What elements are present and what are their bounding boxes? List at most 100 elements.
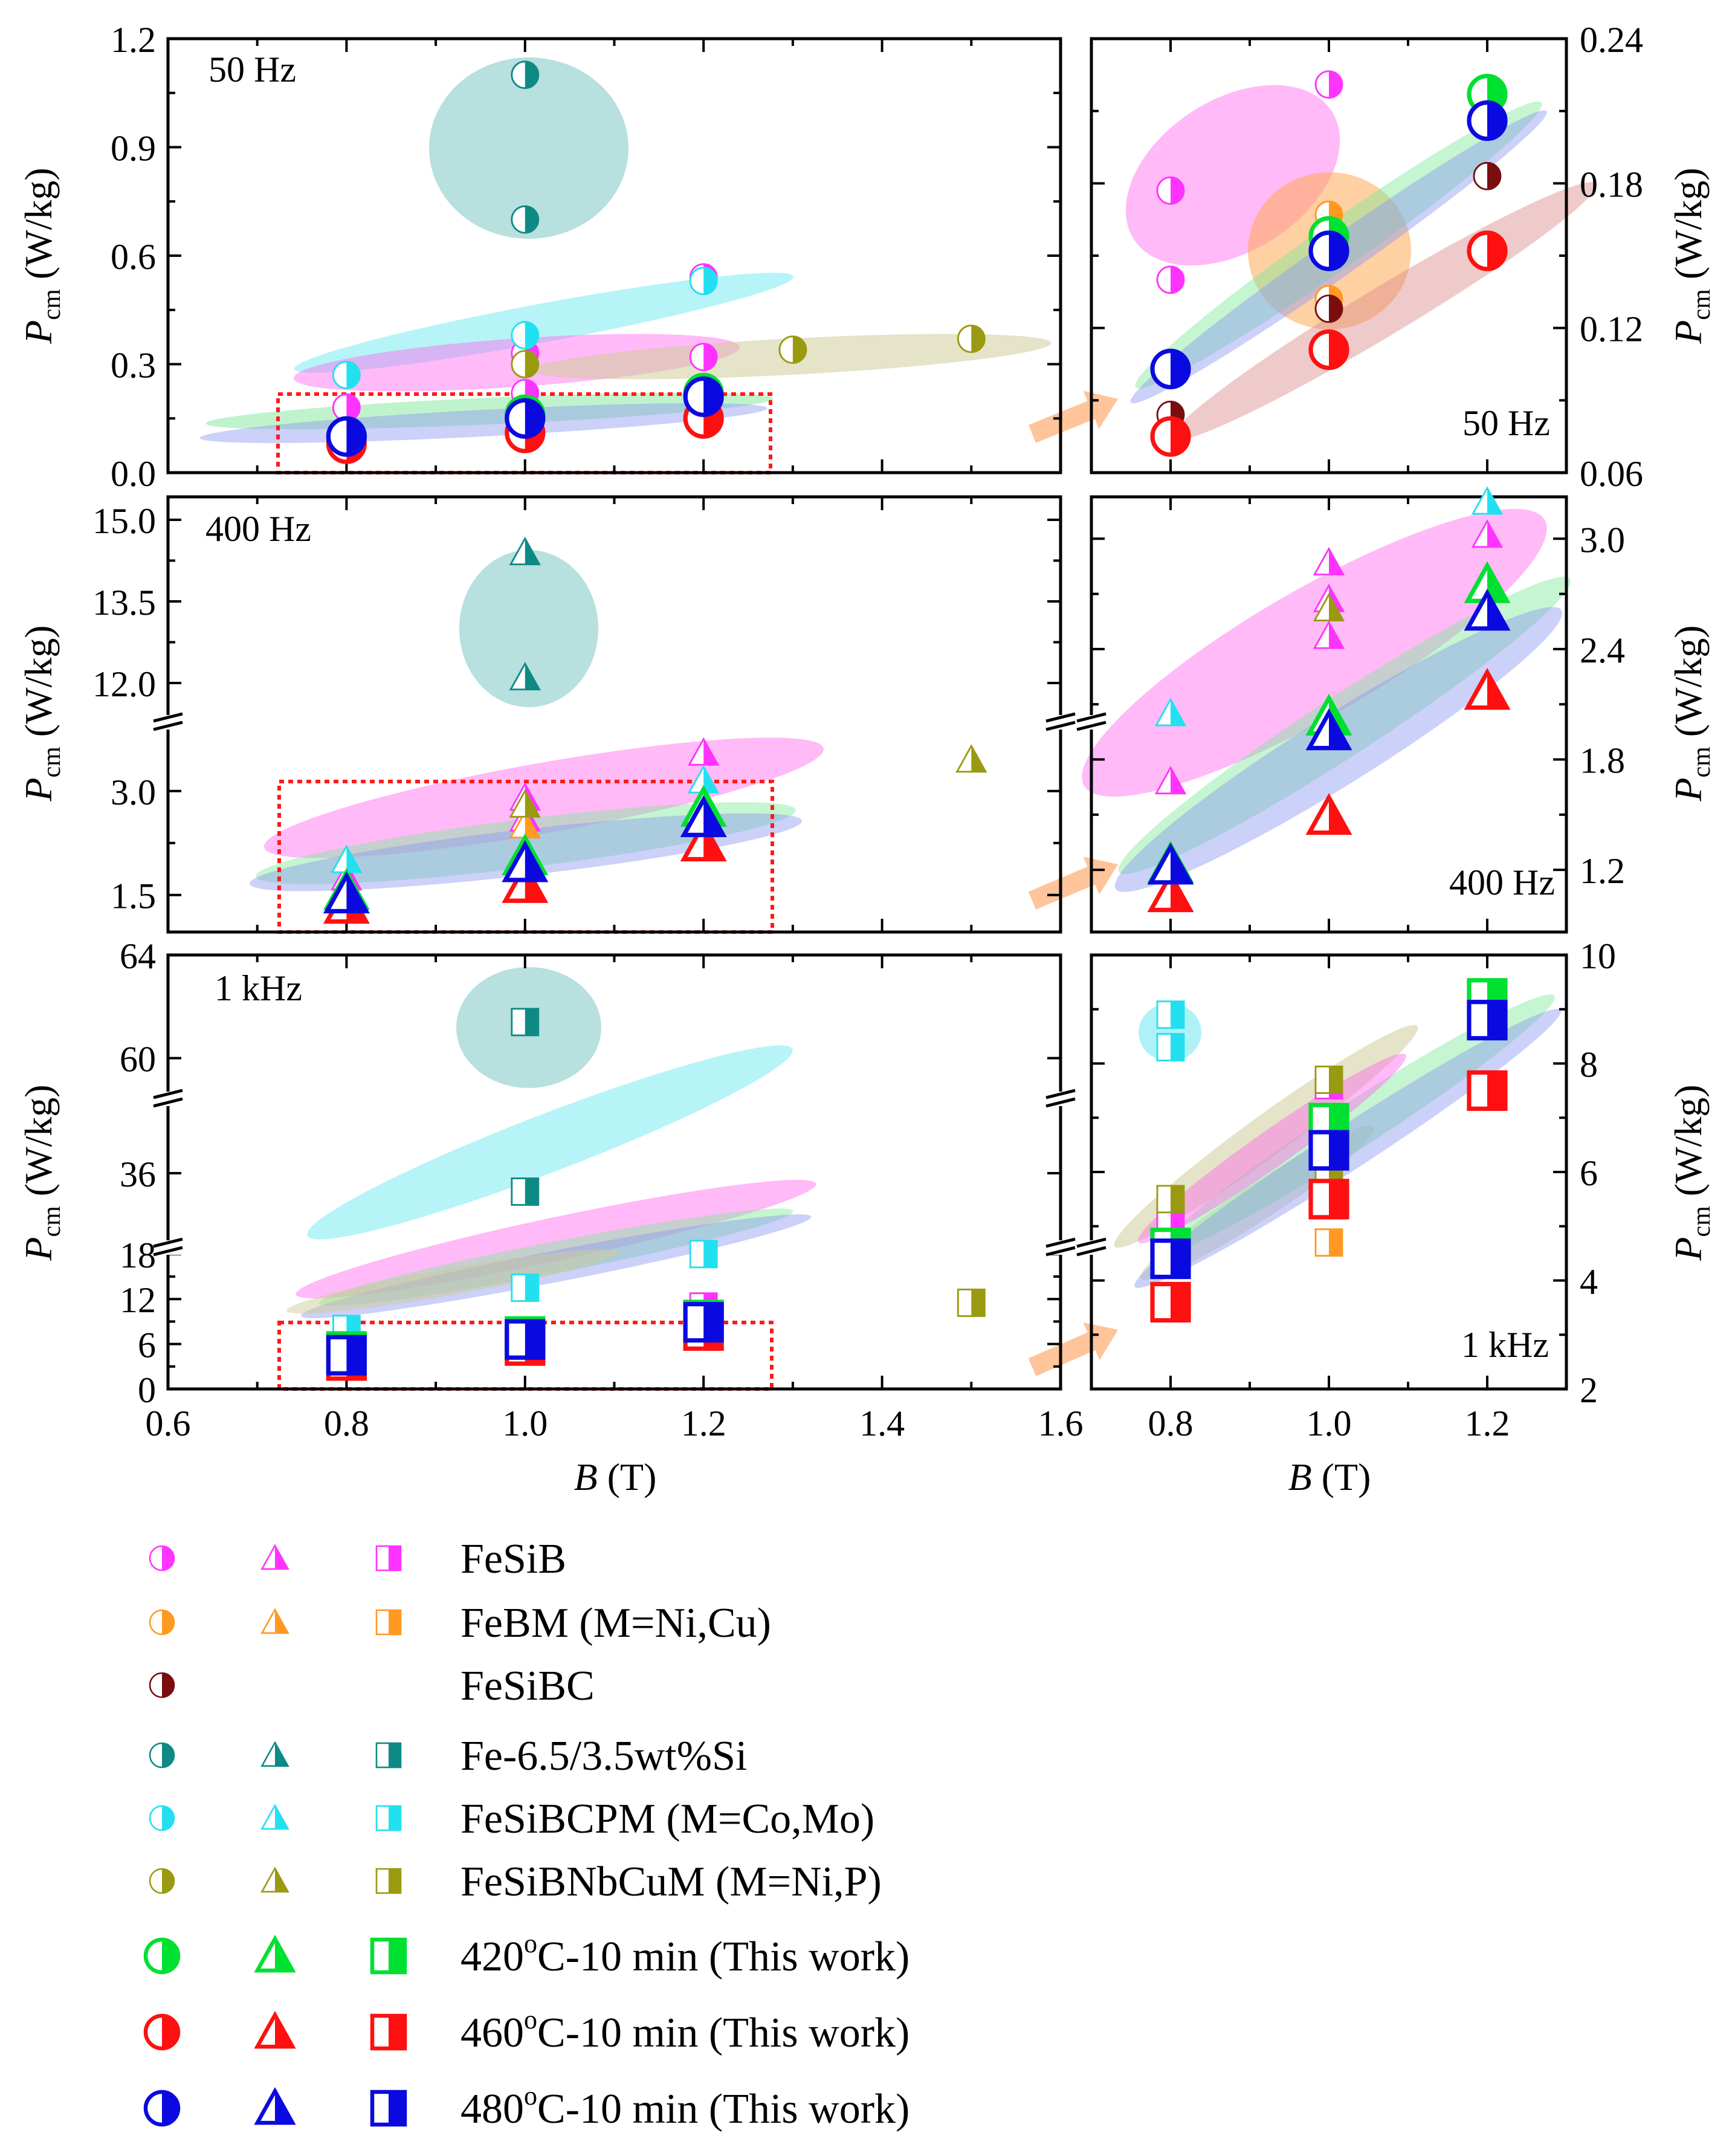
marker-outline [1156,265,1185,294]
x-axis-label-unit: (T) [1312,1455,1371,1498]
y-tick-label: 0.0 [111,454,156,494]
marker-outline [680,819,727,862]
marker-outline [509,661,541,691]
data-point [1473,161,1502,190]
y-axis-label-sub: cm [1688,289,1716,320]
marker-outline [1308,1179,1349,1220]
marker-outline [1308,230,1349,271]
data-point [1471,486,1504,515]
data-point [955,744,987,773]
legend-label: 480oC-10 min (This work) [460,2081,910,2132]
data-point [511,1177,540,1206]
marker-fill [346,394,360,421]
x-tick-label: 1.4 [859,1403,905,1443]
data-point [778,335,807,364]
axis-break-mark [153,1089,183,1099]
marker-fill [1487,163,1501,190]
axis-break-mark [1045,712,1076,723]
data-point [1150,1281,1191,1322]
data-point [511,350,540,378]
y-axis-label-unit: (W/kg) [17,167,60,289]
x-tick-label: 1.2 [681,1403,726,1443]
ellipse-fesibcpm-50hz [294,273,794,373]
data-point [957,325,986,354]
marker-outline [689,1240,718,1269]
marker-outline [1314,70,1343,99]
marker-outline [502,840,549,882]
marker-outline [254,2086,296,2125]
axis-break-mark [1045,1246,1076,1257]
legend-label: FeBM (M=Ni,Cu) [460,1600,771,1646]
marker-fill [703,267,717,294]
data-point [1150,416,1191,457]
y-axis-label-symbol: P [1667,1237,1710,1261]
legend-label: FeSiBC [460,1663,595,1709]
y-tick-label: 0.06 [1580,454,1643,494]
axis-break-mark [1045,1097,1076,1108]
marker-outline [1314,1228,1343,1257]
legend-marker [260,1741,289,1767]
legend-marker [254,2086,296,2125]
data-point [1471,519,1504,548]
y-tick-label: 6 [1580,1153,1598,1193]
y-axis-label-symbol: P [1667,778,1710,802]
marker-fill [1171,1001,1184,1028]
marker-fill [1171,1240,1189,1277]
frame-layer [152,37,1568,1391]
legend-label-part: 480 [460,2086,524,2132]
data-point [332,361,361,389]
marker-outline [260,1544,289,1570]
y-tick-label: 0 [138,1370,156,1410]
axis-break-mark [1076,720,1107,731]
marker-fill [1329,1066,1342,1093]
marker-outline [143,1937,181,1975]
y-tick-label: 12 [120,1280,156,1320]
y-tick-label: 8 [1580,1045,1598,1085]
legend: FeSiB FeBM (M=Ni,Cu) FeSiBC Fe-6.5/3.5wt%Si… [143,1536,910,2132]
legend-label-sup: o [524,2005,537,2035]
legend-marker [143,2090,181,2127]
data-point [1308,230,1349,271]
data-point [683,376,724,417]
data-point [1154,766,1187,795]
marker-outline [1156,176,1185,205]
marker-fill [1329,1180,1347,1217]
data-point [688,737,720,766]
marker-outline [260,1866,289,1893]
data-point [957,1288,986,1317]
marker-fill [525,61,538,88]
data-point [502,861,549,903]
marker-outline [260,1804,289,1830]
marker-outline [688,737,720,766]
axis-break-mark [1045,1237,1076,1248]
y-tick-label: 0.6 [111,237,156,277]
marker-outline [149,1672,175,1698]
marker-fill [703,1240,717,1267]
y-axis-label: Pcm (W/kg) [17,167,66,344]
data-point [1467,1000,1508,1041]
legend-marker [143,1937,181,1975]
axis-break-mark [153,1097,183,1108]
data-point [1313,620,1345,649]
legend-marker [143,2013,181,2051]
axis-break-mark [153,712,183,723]
legend-marker [149,1672,175,1698]
marker-fill [703,1304,722,1341]
legend-label: FeSiBCPM (M=Co,Mo) [460,1796,874,1842]
marker-outline [1156,1185,1185,1214]
data-point [1467,100,1508,141]
x-axis-label-unit: (T) [598,1455,657,1498]
marker-outline [1308,1130,1349,1171]
marker-outline [1471,519,1504,548]
legend-marker [149,1805,175,1831]
y-tick-label: 1.5 [111,876,156,916]
marker-outline [511,1177,540,1206]
y-axis-label-text: Pcm (W/kg) [1667,167,1716,344]
marker-fill [1171,1034,1184,1061]
ellipse-fesib-400hz [264,737,824,858]
marker-outline [149,1868,175,1894]
marker-outline [689,343,718,371]
marker-outline [1471,486,1504,515]
y-tick-label: 0.24 [1580,20,1643,60]
marker-fill [525,1274,538,1301]
